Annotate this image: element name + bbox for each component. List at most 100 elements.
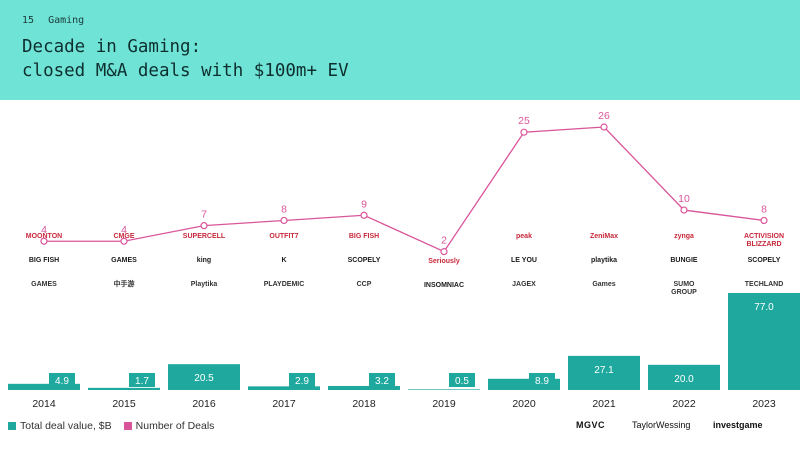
deals-point-2017 [280,216,288,225]
source-logo-2: TaylorWessing [632,420,691,430]
company-logo-2021-2: playtika [590,257,618,264]
x-tick-label-2018: 2018 [352,398,376,410]
bar-label-bg-2015 [129,373,155,387]
deals-point-2016 [200,222,208,230]
company-logo-2022-3: SUMO GROUP [671,281,697,296]
section-label: Gaming [48,15,85,26]
legend: Total deal value, $B Number of Deals [8,420,226,432]
x-tick-label-2019: 2019 [432,398,456,410]
source-logo-1: MGVC [576,420,605,430]
company-logo-2023-2: SCOPELY [747,257,781,264]
x-tick-label-2023: 2023 [752,398,776,410]
company-logo-2016-1: SUPERCELL [182,233,226,240]
company-logo-2018-1: BIG FISH [348,233,380,240]
deals-point-2021 [600,123,608,131]
deals-label-2018: 9 [361,198,367,210]
bar-label-bg-2017 [289,373,315,387]
bar-2016 [168,364,240,390]
bar-value-label-2021: 27.1 [594,365,614,376]
company-logo-2022-1: zynga [674,233,694,240]
legend-swatch-bars [8,422,16,430]
company-logo-2018-2: SCOPELY [347,257,381,264]
legend-label-bars: Total deal value, $B [20,420,112,432]
company-logo-2014-3: GAMES [31,281,57,288]
title-line-2: closed M&A deals with $100m+ EV [22,61,349,81]
company-logo-2017-1: OUTFIT7 [269,233,299,240]
source-logo-3: investgame [713,420,763,430]
deals-label-2014: 4 [41,224,47,236]
legend-label-line: Number of Deals [135,420,215,432]
bar-2022 [648,364,720,390]
page-title: Decade in Gaming: closed M&A deals with … [22,35,349,83]
company-logo-2014-1: MOONTON [25,233,63,240]
company-logo-2016-2: king [196,257,212,264]
company-logo-2015-1: CMGE [113,233,135,240]
deals-label-2022: 10 [678,193,690,205]
bar-value-label-2017: 2.9 [295,376,309,387]
x-tick-label-2014: 2014 [32,398,56,410]
company-logo-2015-3: 中手游 [113,281,135,288]
deals-label-2021: 26 [598,110,610,122]
company-logo-2020-2: LE YOU [511,257,537,264]
x-tick-label-2022: 2022 [672,398,696,410]
bar-2020 [488,378,560,390]
company-logo-2017-3: PLAYDEMIC [263,281,305,288]
company-logo-2014-2: BIG FISH [28,257,60,264]
company-logo-2023-1: ACTIVISION BLIZZARD [743,233,785,248]
company-logo-2015-2: GAMES [111,257,137,264]
company-logo-2022-2: BUNGIE [670,257,698,264]
bar-value-label-2016: 20.5 [194,373,214,384]
bar-value-label-2023: 77.0 [754,302,774,313]
bar-2015 [88,387,160,390]
bar-value-label-2015: 1.7 [135,376,149,387]
x-tick-label-2016: 2016 [192,398,216,410]
bar-value-label-2019: 0.5 [455,376,469,387]
bar-label-bg-2019 [449,373,475,387]
bar-label-bg-2018 [369,373,395,387]
deals-label-2023: 8 [761,203,767,215]
bar-label-bg-2020 [529,373,555,387]
company-logo-2023-3: TECHLAND [744,281,784,288]
bar-2023 [728,293,800,390]
deals-point-2018 [360,211,368,219]
deals-chart: 4.9 2014 1.7 2015 20.5 2016 2.9 2017 3.2 2018 0.5 2… [8,110,800,410]
deals-label-2016: 7 [201,209,207,221]
x-tick-label-2020: 2020 [512,398,536,410]
legend-item-bars: Total deal value, $B [8,420,112,432]
legend-item-line: Number of Deals [123,420,215,432]
bar-2017 [248,386,320,390]
deals-point-2020 [520,128,528,136]
company-logo-2021-1: ZeniMax [589,233,618,240]
page-number: 15 [22,15,35,26]
x-tick-label-2021: 2021 [592,398,616,410]
bar-2021 [568,355,640,390]
deals-point-2022 [680,206,688,214]
deals-label-2019: 2 [441,235,447,247]
bar-value-label-2022: 20.0 [674,374,694,385]
bar-value-label-2020: 8.9 [535,376,549,387]
company-logo-2016-3: Playtika [190,281,218,288]
bar-label-bg-2014 [49,373,75,387]
legend-swatch-line [123,422,132,430]
company-logo-2020-1: peak [516,233,532,240]
deals-label-2017: 8 [281,203,287,215]
bar-value-label-2014: 4.9 [55,376,69,387]
page-tag: 15 Gaming [22,15,92,26]
company-logo-2020-3: JAGEX [512,281,536,288]
bar-2019 [408,389,480,390]
deals-point-2014 [40,237,48,245]
title-line-1: Decade in Gaming: [22,37,202,57]
company-logo-2017-2: K [281,257,287,264]
deals-point-2023 [760,216,768,225]
deals-point-2015 [120,237,128,245]
bar-2014 [8,383,80,390]
bar-value-label-2018: 3.2 [375,376,389,387]
deals-label-2015: 4 [121,224,127,236]
header-banner: 15 Gaming Decade in Gaming: closed M&A d… [0,0,800,100]
deals-label-2020: 25 [518,115,530,127]
bar-2018 [328,385,400,390]
deals-line [44,126,765,253]
company-logo-2019-2: INSOMNIAC [423,282,465,289]
company-logo-2018-3: CCP [356,281,372,288]
deals-point-2019 [440,248,448,256]
